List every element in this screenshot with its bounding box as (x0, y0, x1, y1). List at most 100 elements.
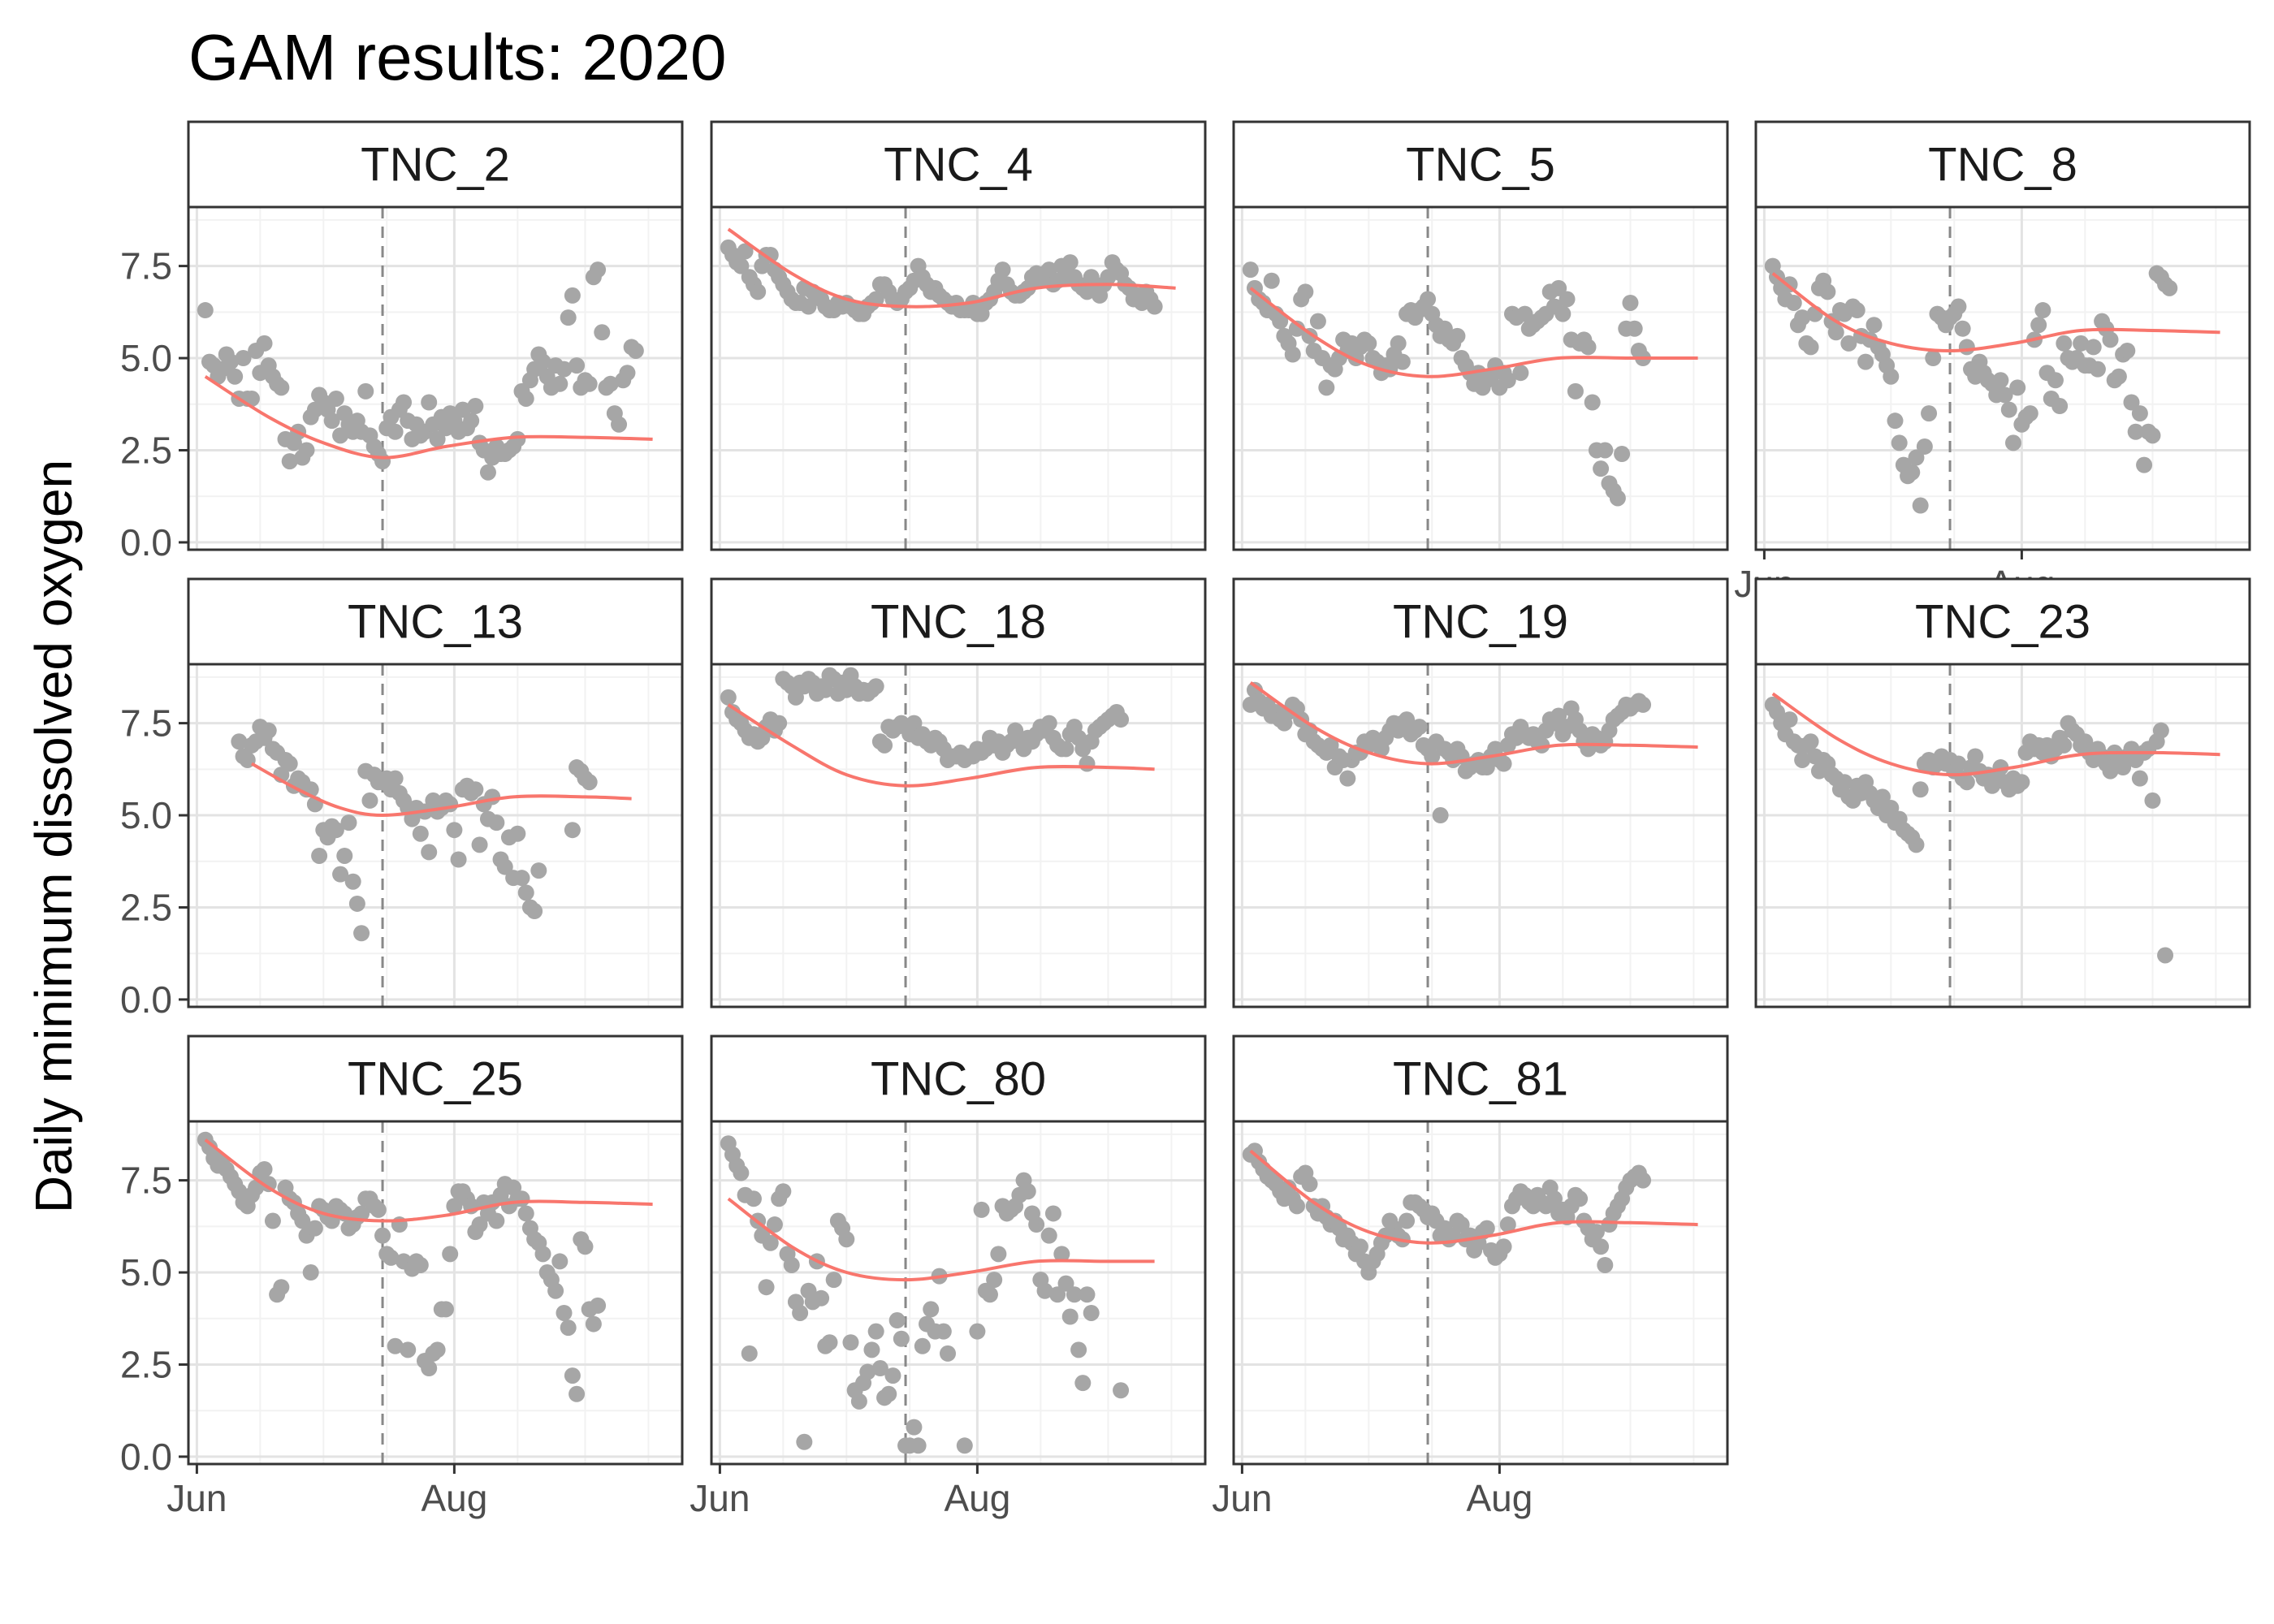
data-point (1019, 1183, 1036, 1200)
data-point (1083, 1304, 1100, 1321)
facet-panel-tnc-25: TNC_25 0.0 2.5 5.0 7.5 Jun Aug (120, 1034, 684, 1519)
data-point (910, 1437, 927, 1454)
facet-strip-label: TNC_25 (348, 1053, 523, 1106)
data-point (2102, 331, 2119, 348)
data-point (906, 1419, 923, 1436)
data-point (956, 1437, 973, 1454)
data-point (513, 870, 530, 887)
y-tick-label: 0.0 (120, 1436, 172, 1478)
data-point (361, 792, 378, 809)
data-point (771, 715, 788, 732)
data-point (1113, 711, 1130, 728)
data-point (1411, 719, 1428, 736)
data-point (762, 1234, 779, 1251)
data-point (1571, 1190, 1589, 1207)
data-point (1322, 736, 1339, 754)
data-point (1584, 394, 1601, 411)
gam-fit-line (204, 1138, 653, 1223)
data-point (1622, 294, 1639, 311)
data-point (745, 1190, 762, 1207)
facet-strip-label: TNC_80 (871, 1053, 1046, 1106)
data-point (1597, 1256, 1614, 1273)
data-point (2152, 722, 2169, 739)
data-point (973, 1201, 990, 1218)
data-point (412, 825, 429, 842)
data-point (530, 862, 547, 879)
data-point (1785, 294, 1802, 311)
data-point (1857, 353, 1874, 370)
facet-strip-label: TNC_4 (884, 139, 1033, 192)
facet-strip-label: TNC_8 (1928, 139, 2077, 192)
data-point (332, 427, 349, 444)
data-point (1883, 799, 1900, 816)
facet-strip-label: TNC_5 (1406, 139, 1555, 192)
data-point (1954, 320, 1971, 337)
data-point (2144, 427, 2161, 444)
data-point (231, 733, 248, 750)
data-point (1288, 1198, 1305, 1215)
data-point (1904, 464, 1921, 481)
data-point (619, 365, 636, 382)
data-point (867, 1323, 884, 1340)
data-point (741, 1345, 758, 1362)
facet-strip (187, 1034, 684, 1123)
data-point (813, 1289, 830, 1307)
data-point (758, 1279, 775, 1296)
data-point (560, 309, 577, 326)
data-point (1891, 434, 1908, 451)
data-point (1550, 279, 1567, 296)
data-point (1992, 372, 2009, 389)
data-point (353, 1205, 370, 1222)
data-point (357, 382, 374, 400)
data-point (1996, 387, 2013, 404)
facet-strip-label: TNC_81 (1393, 1053, 1568, 1106)
data-point (2127, 423, 2144, 440)
data-point (467, 398, 484, 415)
data-point (509, 825, 526, 842)
data-point (1066, 1286, 1083, 1303)
data-point (850, 1393, 867, 1410)
panel-border (1754, 205, 2251, 551)
data-point (1794, 309, 1811, 326)
data-point (1883, 368, 1900, 385)
data-point (2089, 361, 2106, 378)
data-point (454, 401, 471, 418)
data-point (1958, 339, 1975, 356)
data-point (551, 375, 568, 392)
panel-border (187, 205, 684, 551)
data-point (986, 1272, 1003, 1289)
data-point (560, 1320, 577, 1337)
data-point (2119, 342, 2136, 359)
data-point (906, 715, 923, 732)
data-point (1040, 715, 1057, 732)
data-point (1912, 497, 1929, 514)
data-point (1453, 1216, 1470, 1233)
data-point (1516, 305, 1533, 322)
data-point (311, 847, 328, 864)
data-point (564, 287, 581, 304)
data-point (1301, 1176, 1318, 1193)
data-point (534, 1246, 551, 1263)
panel-border (710, 663, 1207, 1009)
data-point (2030, 317, 2047, 334)
panel-border (187, 663, 684, 1009)
data-point (471, 836, 488, 853)
data-point (383, 1249, 400, 1266)
data-point (1478, 1220, 1495, 1237)
data-point (1580, 339, 1597, 356)
data-point (1284, 346, 1301, 363)
data-point (2136, 456, 2153, 473)
data-point (1802, 733, 1819, 750)
data-point (1242, 261, 1259, 279)
data-point (1432, 807, 1449, 824)
data-point (442, 796, 459, 813)
panel-border (1232, 205, 1729, 551)
data-point (568, 357, 586, 374)
data-point (1495, 1238, 1512, 1255)
gam-fit-line (1771, 692, 2220, 777)
data-point (1499, 372, 1516, 389)
data-point (556, 361, 573, 378)
data-point (327, 822, 344, 839)
data-point (585, 1315, 602, 1332)
data-point (256, 335, 273, 352)
